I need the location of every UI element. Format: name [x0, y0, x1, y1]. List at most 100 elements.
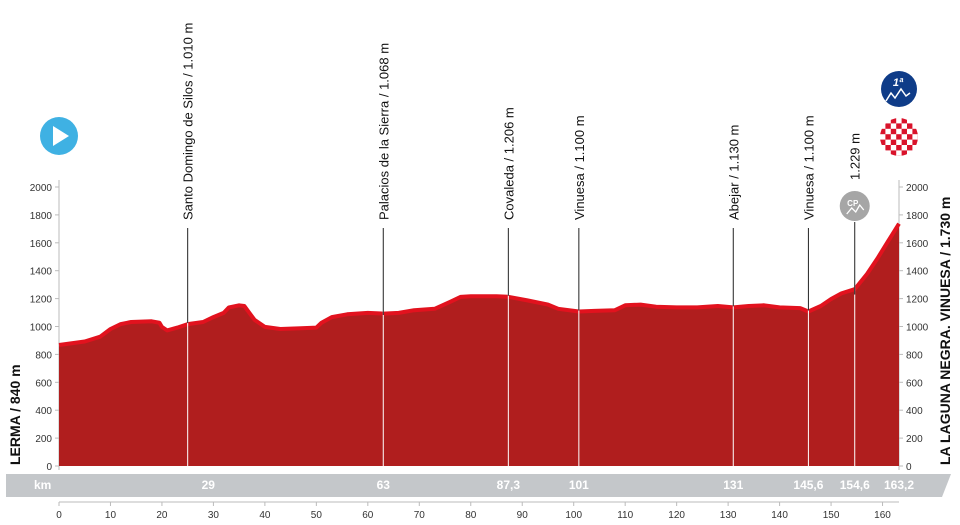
finish-check-square [890, 118, 897, 124]
finish-check-square [907, 134, 913, 140]
elevation-profile-area [59, 224, 899, 466]
y-tick-label-left: 1200 [30, 295, 53, 306]
waypoint-label: Palacios de la Sierra / 1.068 m [376, 43, 391, 220]
start-label: LERMA / 840 m [7, 364, 23, 465]
x-tick-label: 130 [720, 510, 737, 521]
x-tick-label: 60 [362, 510, 374, 521]
km-mark-label: 154,6 [840, 478, 870, 492]
finish-check-square [901, 150, 907, 156]
x-tick-label: 0 [56, 510, 62, 521]
finish-check-square [912, 139, 918, 145]
finish-check-square [880, 118, 886, 124]
y-tick-label-right: 800 [906, 350, 923, 361]
x-tick-label: 90 [517, 510, 529, 521]
y-tick-label-left: 1400 [30, 267, 53, 278]
y-tick-label-left: 600 [35, 378, 52, 389]
x-tick-label: 100 [565, 510, 582, 521]
y-tick-label-left: 400 [35, 406, 52, 417]
y-tick-label-left: 1800 [30, 211, 53, 222]
y-tick-label-left: 1000 [30, 323, 53, 334]
x-tick-label: 10 [105, 510, 117, 521]
y-tick-label-right: 1200 [906, 295, 929, 306]
y-tick-label-left: 800 [35, 350, 52, 361]
finish-flag-icon [880, 118, 918, 156]
finish-check-square [907, 155, 913, 156]
y-axis-right: 0 200 400 600 800 1000 1200 1400 1600 1800 2000 [898, 180, 929, 473]
finish-check-square [917, 123, 918, 129]
km-mark-label: 87,3 [497, 478, 521, 492]
y-tick-label-right: 1800 [906, 211, 929, 222]
x-axis: 0 10 20 30 40 50 60 70 80 90 100 110 120 130 140 150 160 [56, 501, 899, 521]
finish-check-square [896, 155, 902, 156]
x-tick-label: 30 [208, 510, 220, 521]
finish-check-square [880, 139, 886, 145]
waypoint-label: Abejar / 1.130 m [726, 125, 741, 220]
start-location-label: LERMA / 840 m [7, 364, 23, 465]
finish-check-square [907, 145, 913, 151]
finish-check-square [901, 128, 907, 135]
y-axis-left: 0 200 400 600 800 1000 1200 1400 1600 1800 2000 [30, 180, 60, 473]
finish-location-label: LA LAGUNA NEGRA. VINUESA / 1.730 m [937, 197, 953, 465]
y-tick-label-right: 1400 [906, 267, 929, 278]
y-tick-label-right: 200 [906, 434, 923, 445]
finish-check-square [917, 155, 918, 156]
x-tick-label: 40 [259, 510, 271, 521]
km-mark-label: 63 [377, 478, 391, 492]
y-tick-label-left: 1600 [30, 239, 53, 250]
waypoint-label: Vinuesa / 1.100 m [572, 115, 587, 220]
finish-check-square [912, 128, 918, 135]
km-mark-label: 145,6 [793, 478, 823, 492]
x-tick-label: 20 [156, 510, 168, 521]
checkpoint-mountain-glyph [846, 203, 865, 215]
finish-check-square [890, 139, 897, 145]
x-tick-label: 120 [668, 510, 685, 521]
finish-check-square [912, 118, 918, 124]
finish-check-square [901, 118, 907, 124]
finish-check-square [912, 150, 918, 156]
km-mark-label: 131 [723, 478, 743, 492]
x-tick-label: 160 [874, 510, 891, 521]
y-tick-label-right: 2000 [906, 183, 929, 194]
waypoint-label: Vinuesa / 1.100 m [801, 115, 816, 220]
finish-check-square [880, 150, 886, 156]
x-tick-label: 50 [311, 510, 323, 521]
waypoint-label: Santo Domingo de Silos / 1.010 m [181, 23, 196, 220]
km-band: km 29 63 87,3 101 131 145,6 154,6 163,2 [6, 474, 951, 497]
finish-check-square [890, 150, 897, 156]
x-tick-label: 150 [823, 510, 840, 521]
y-tick-label-right: 1600 [906, 239, 929, 250]
finish-check-square [885, 123, 891, 129]
y-tick-label-left: 2000 [30, 183, 53, 194]
km-mark-label: 101 [569, 478, 589, 492]
finish-check-square [917, 134, 918, 140]
finish-check-square [880, 128, 886, 135]
finish-check-square [901, 139, 907, 145]
x-tick-label: 70 [414, 510, 426, 521]
y-tick-label-right: 1000 [906, 323, 929, 334]
finish-check-square [885, 134, 891, 140]
finish-check-square [896, 145, 902, 151]
km-band-label: km [34, 478, 51, 492]
start-icon [40, 117, 78, 155]
y-tick-label-right: 0 [906, 462, 912, 473]
x-tick-label: 110 [617, 510, 633, 521]
finish-check-square [896, 123, 902, 129]
checkpoint-badge-label: CP [847, 199, 859, 208]
y-tick-label-left: 200 [35, 434, 52, 445]
y-tick-label-left: 0 [46, 462, 52, 473]
y-tick-label-right: 400 [906, 406, 923, 417]
km-mark-label: 163,2 [884, 478, 914, 492]
climb-category-icon: 1ª [881, 71, 917, 107]
km-mark-label: 29 [202, 478, 216, 492]
checkpoint-altitude-label: 1.229 m [848, 133, 863, 180]
finish-check-square [890, 128, 897, 135]
waypoint-label: Covaleda / 1.206 m [501, 107, 516, 220]
finish-check-square [917, 145, 918, 151]
elevation-profile-edge [58, 222, 901, 347]
climb-category-label: 1ª [893, 77, 904, 89]
x-tick-label: 140 [771, 510, 788, 521]
finish-check-square [896, 134, 902, 140]
x-tick-label: 80 [465, 510, 477, 521]
y-tick-label-right: 600 [906, 378, 923, 389]
